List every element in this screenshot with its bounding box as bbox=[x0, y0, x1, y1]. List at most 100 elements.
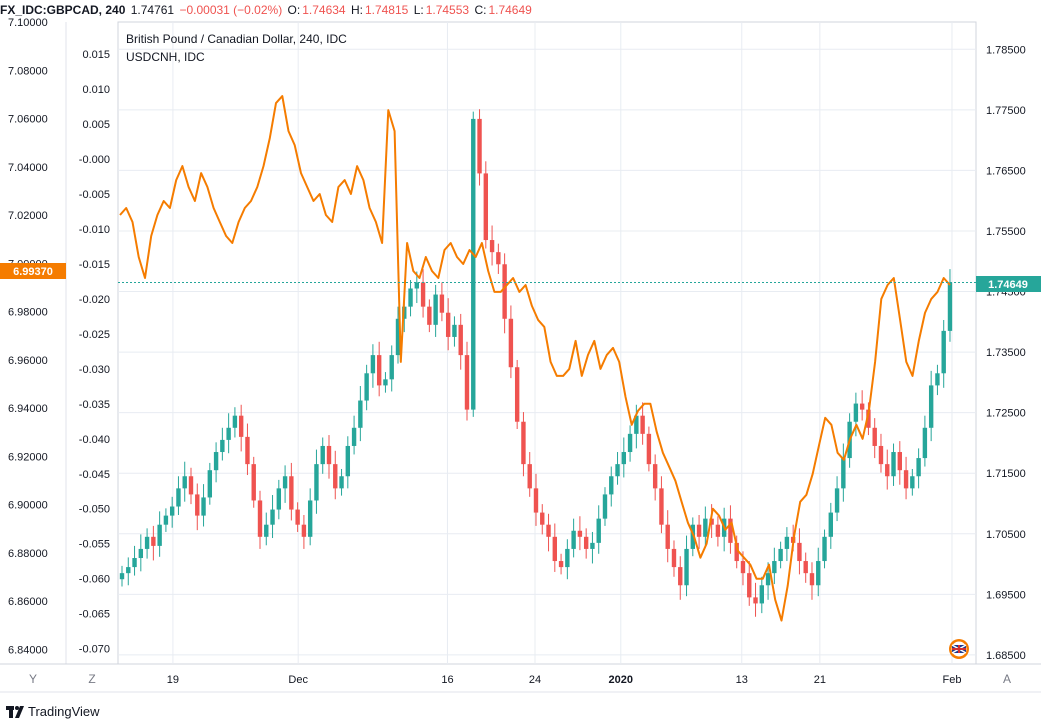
candle-body bbox=[496, 252, 501, 265]
high-value: 1.74815 bbox=[364, 3, 409, 17]
candle-body bbox=[596, 518, 601, 543]
grid-lines bbox=[118, 22, 976, 664]
candle-body bbox=[339, 476, 344, 489]
candle-body bbox=[866, 409, 871, 428]
right-tick-label: 1.68500 bbox=[986, 650, 1026, 662]
left-inner-tick-label: -0.030 bbox=[79, 364, 110, 376]
x-tick-label: 21 bbox=[814, 674, 826, 686]
candle-body bbox=[834, 488, 840, 513]
right-tick-label: 1.77500 bbox=[986, 105, 1026, 117]
candle-body bbox=[471, 118, 476, 410]
candle-body bbox=[891, 452, 896, 477]
auto-scale-button[interactable]: A bbox=[1003, 672, 1011, 686]
candle-body bbox=[126, 567, 131, 574]
legend-overlay-series: USDCNH, IDC bbox=[126, 50, 205, 64]
candle-body bbox=[169, 506, 175, 516]
right-axis: 1.78500 1.77500 1.76500 1.75500 1.74500 1.735… bbox=[986, 44, 1026, 662]
candle-body bbox=[232, 415, 238, 428]
x-tick-label: 19 bbox=[167, 674, 179, 686]
candle-body bbox=[458, 324, 463, 356]
candle-body bbox=[364, 373, 369, 401]
candle-body bbox=[558, 561, 564, 568]
candle-body bbox=[276, 488, 282, 510]
open-value: 1.74634 bbox=[302, 3, 346, 17]
left-outer-tick-label: 7.04000 bbox=[8, 162, 48, 174]
candle-body bbox=[822, 536, 827, 562]
candle-body bbox=[151, 536, 156, 546]
candle-body bbox=[464, 355, 470, 410]
right-tick-label: 1.78500 bbox=[986, 44, 1026, 56]
candle-body bbox=[477, 118, 482, 174]
candle-body bbox=[508, 318, 514, 368]
candle-body bbox=[652, 464, 658, 489]
candle-body bbox=[784, 536, 790, 549]
candle-body bbox=[445, 312, 451, 337]
candle-body bbox=[427, 306, 432, 325]
candle-body bbox=[878, 445, 884, 465]
right-tick-label: 1.76500 bbox=[986, 165, 1026, 177]
candle-body bbox=[634, 415, 639, 434]
candle-body bbox=[176, 488, 181, 507]
high-label: H: bbox=[350, 3, 363, 17]
close-label: C: bbox=[474, 3, 487, 17]
candle-body bbox=[333, 464, 338, 489]
candle-body bbox=[885, 464, 890, 477]
left-outer-tick-label: 7.06000 bbox=[8, 114, 48, 126]
left-inner-tick-label: -0.035 bbox=[79, 399, 110, 411]
close-value: 1.74649 bbox=[488, 3, 532, 17]
candle-body bbox=[251, 464, 256, 501]
candle-body bbox=[213, 452, 219, 471]
candle-body bbox=[947, 282, 953, 331]
symbol-header: FX_IDC:GBPCAD, 240 1.74761 −0.00031 (−0.… bbox=[0, 0, 534, 20]
price-change: −0.00031 (−0.02%) bbox=[179, 3, 283, 17]
candle-body bbox=[264, 524, 269, 537]
candle-body bbox=[859, 403, 865, 410]
candle-body bbox=[621, 452, 627, 465]
candle-body bbox=[270, 509, 275, 525]
right-tick-label: 1.71500 bbox=[986, 468, 1026, 480]
candle-body bbox=[602, 494, 608, 519]
left-inner-tick-label: -0.060 bbox=[79, 574, 110, 586]
y-axis-button[interactable]: Y bbox=[29, 672, 37, 686]
candle-body bbox=[220, 439, 225, 453]
candle-body bbox=[546, 524, 551, 537]
candle-body bbox=[226, 427, 231, 440]
usdcnh-line bbox=[119, 95, 951, 622]
candle-body bbox=[144, 536, 150, 549]
tradingview-brand[interactable]: TradingView bbox=[28, 704, 100, 719]
candle-body bbox=[922, 427, 928, 459]
left-inner-axis: 0.015 0.010 0.005 -0.000 -0.005 -0.010 -0.015 -… bbox=[79, 49, 110, 655]
left-inner-tick-label: -0.055 bbox=[79, 539, 110, 551]
symbol-label[interactable]: FX_IDC:GBPCAD, 240 bbox=[0, 3, 126, 17]
candle-body bbox=[402, 306, 407, 319]
legend-main-series: British Pound / Canadian Dollar, 240, ID… bbox=[126, 32, 347, 46]
left-inner-tick-label: -0.015 bbox=[79, 259, 110, 271]
candle-body bbox=[433, 294, 438, 325]
last-price: 1.74761 bbox=[130, 3, 175, 17]
candle-body bbox=[590, 542, 595, 549]
left-outer-tick-label: 6.96000 bbox=[8, 355, 48, 367]
candle-body bbox=[740, 561, 746, 574]
low-value: 1.74553 bbox=[425, 3, 470, 17]
candle-body bbox=[715, 524, 721, 537]
left-outer-tick-label: 7.02000 bbox=[8, 210, 48, 222]
candle-body bbox=[132, 558, 137, 568]
left-inner-tick-label: -0.050 bbox=[79, 504, 110, 516]
candle-body bbox=[119, 573, 125, 580]
candle-body bbox=[295, 509, 300, 525]
candle-body bbox=[709, 518, 714, 525]
left-outer-tick-label: 6.88000 bbox=[8, 548, 48, 560]
candle-body bbox=[571, 530, 576, 549]
candle-body bbox=[747, 573, 752, 598]
left-outer-tick-label: 7.00000 bbox=[8, 258, 48, 270]
left-inner-tick-label: -0.025 bbox=[79, 329, 110, 341]
candle-body bbox=[728, 518, 733, 543]
left-outer-tick-label: 6.92000 bbox=[8, 451, 48, 463]
candle-body bbox=[514, 367, 520, 422]
left-inner-tick-label: 0.015 bbox=[82, 49, 110, 61]
candle-body bbox=[627, 433, 633, 453]
candle-body bbox=[678, 567, 683, 586]
z-axis-button[interactable]: Z bbox=[88, 672, 95, 686]
left-inner-tick-label: 0.010 bbox=[82, 84, 110, 96]
